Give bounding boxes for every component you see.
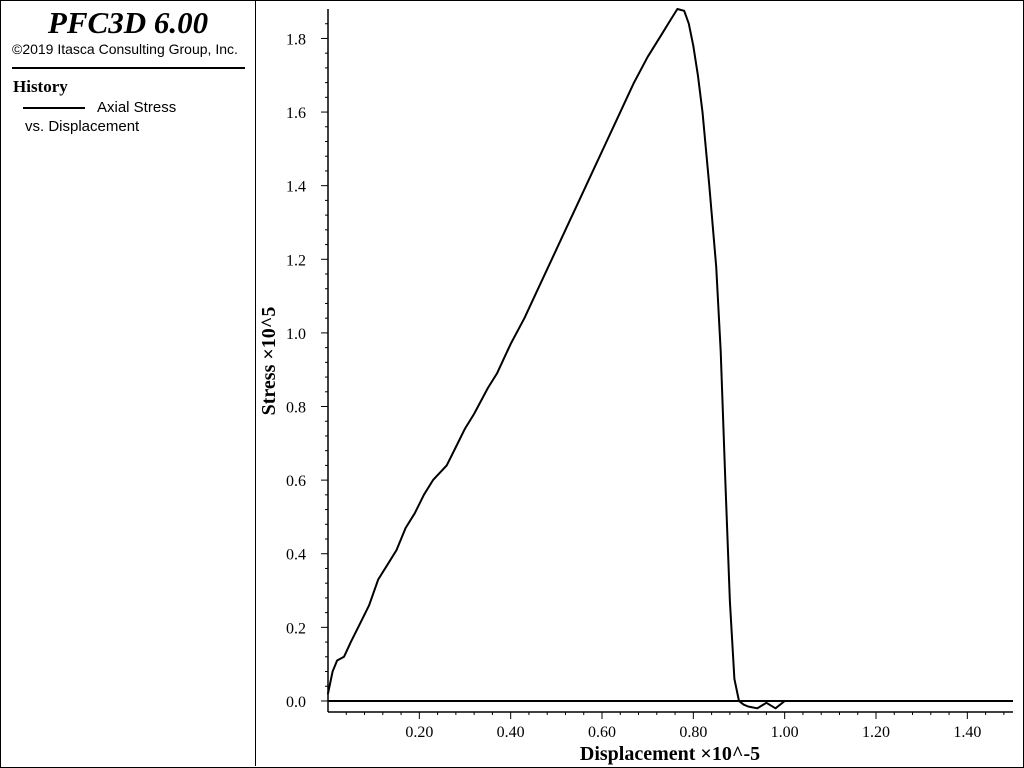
series-label-continued: vs. Displacement bbox=[25, 118, 140, 135]
app-title: PFC3D 6.00 bbox=[47, 5, 209, 40]
axes bbox=[327, 9, 1013, 713]
series-label: Axial Stress bbox=[97, 99, 177, 116]
ticks: 0.0 0.2 0.4 0.6 0.8 1.0 1.2 1.4 1.6 1.8 0.20 0.40 0.… bbox=[286, 23, 1005, 741]
y-tick-label: 1.0 bbox=[286, 326, 306, 343]
x-tick-label: 0.40 bbox=[497, 724, 525, 741]
y-tick-label: 0.6 bbox=[286, 473, 306, 490]
y-axis-label: Stress ×10^5 bbox=[258, 307, 280, 416]
x-tick-label: 0.20 bbox=[405, 724, 433, 741]
history-heading: History bbox=[13, 77, 68, 96]
y-tick-label: 0.0 bbox=[286, 694, 306, 711]
chart-area: 0.0 0.2 0.4 0.6 0.8 1.0 1.2 1.4 1.6 1.8 0.20 0.40 0.… bbox=[258, 8, 1013, 765]
y-tick-label: 1.2 bbox=[286, 252, 306, 269]
series-line-0 bbox=[327, 8, 823, 710]
y-tick-label: 0.4 bbox=[286, 547, 306, 564]
y-tick-label: 0.2 bbox=[286, 620, 306, 637]
y-tick-label: 1.4 bbox=[286, 179, 306, 196]
x-tick-label: 0.80 bbox=[679, 724, 707, 741]
x-tick-label: 1.40 bbox=[953, 724, 981, 741]
x-tick-label: 0.60 bbox=[588, 724, 616, 741]
y-tick-label: 1.8 bbox=[286, 31, 306, 48]
series-line-swatch bbox=[23, 107, 85, 109]
series-layer bbox=[327, 8, 823, 710]
x-tick-label: 1.00 bbox=[771, 724, 799, 741]
y-tick-label: 0.8 bbox=[286, 400, 306, 417]
legend-panel: PFC3D 6.00 ©2019 Itasca Consulting Group… bbox=[1, 1, 256, 766]
x-axis-label: Displacement ×10^-5 bbox=[580, 743, 760, 765]
y-tick-label: 1.6 bbox=[286, 105, 306, 122]
legend-divider bbox=[12, 67, 245, 69]
copyright-text: ©2019 Itasca Consulting Group, Inc. bbox=[12, 41, 238, 57]
x-tick-label: 1.20 bbox=[862, 724, 890, 741]
